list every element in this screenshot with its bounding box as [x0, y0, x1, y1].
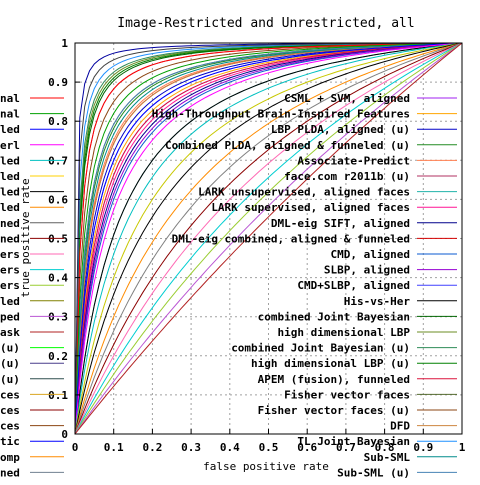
left-legend-label: led: [0, 201, 20, 214]
legend-entry-label: combined Joint Bayesian: [258, 310, 410, 323]
y-tick-label: 0.2: [48, 350, 68, 363]
legend-entry-label: TL Joint Bayesian: [297, 435, 410, 448]
left-legend-label: erl: [0, 139, 20, 152]
left-legend-label: led: [0, 295, 20, 308]
y-tick-label: 0.1: [48, 389, 68, 402]
x-axis-label: false positive rate: [203, 460, 329, 473]
left-legend-label: ped: [0, 310, 20, 323]
y-tick-label: 0.9: [48, 76, 68, 89]
y-tick-label: 0.6: [48, 193, 68, 206]
legend-entry-label: Sub-SML: [364, 451, 411, 464]
legend-entry-label: DFD: [390, 420, 410, 433]
y-tick-label: 0.3: [48, 311, 68, 324]
legend-entry-label: LBP PLDA, aligned (u): [271, 123, 410, 136]
left-legend-fragments: nal nal led erl led led led led ned ned ers ers ers l…: [0, 92, 64, 479]
x-tick-label: 0.5: [259, 441, 279, 454]
legend-entry-label: Associate-Predict: [297, 154, 410, 167]
x-tick-label: 0.9: [413, 441, 433, 454]
left-legend-label: led: [0, 154, 20, 167]
left-legend-label: ned: [0, 217, 20, 230]
x-tick-label: 0.1: [104, 441, 124, 454]
legend-entry-label: face.com r2011b (u): [284, 170, 410, 183]
legend-entry-label: CMD, aligned: [331, 248, 410, 261]
left-legend-label: led: [0, 123, 20, 136]
legend-entry-label: DML-eig SIFT, aligned: [271, 217, 410, 230]
legend-entry-label: Sub-SML (u): [337, 466, 410, 479]
x-tick-label: 0.2: [142, 441, 162, 454]
left-legend-label: (u): [0, 373, 20, 386]
y-tick-label: 0: [61, 428, 68, 441]
y-tick-label: 0.4: [48, 272, 68, 285]
legend-entry-label: DML-eig combined, aligned & funneled: [172, 232, 410, 245]
left-legend-label: nal: [0, 92, 20, 105]
y-tick-label: 0.5: [48, 233, 68, 246]
legend-entry-label: High-Throughput Brain-Inspired Features: [152, 108, 410, 121]
left-legend-label: ask: [0, 326, 20, 339]
left-legend-label: (u): [0, 342, 20, 355]
left-legend-label: (u): [0, 357, 20, 370]
left-legend-label: ces: [0, 388, 20, 401]
legend-entry-label: combined Joint Bayesian (u): [231, 342, 410, 355]
left-legend-label: ers: [0, 264, 20, 277]
legend-entry-label: CMD+SLBP, aligned: [297, 279, 410, 292]
legend-entry-label: Combined PLDA, aligned & funneled (u): [165, 139, 410, 152]
left-legend-label: ers: [0, 279, 20, 292]
y-tick-label: 0.8: [48, 115, 68, 128]
legend-entry-label: LARK supervised, aligned faces: [211, 201, 410, 214]
left-legend-label: ers: [0, 248, 20, 261]
left-legend-label: ned: [0, 466, 20, 479]
left-legend-label: ned: [0, 232, 20, 245]
y-tick-label: 1: [61, 37, 68, 50]
left-legend-label: nal: [0, 108, 20, 121]
x-tick-label: 0: [72, 441, 79, 454]
legend-entry-label: high dimensional LBP (u): [251, 357, 410, 370]
left-legend-label: tic: [0, 435, 20, 448]
left-legend-label: ces: [0, 404, 20, 417]
left-legend-label: led: [0, 186, 20, 199]
legend-entry-label: LARK unsupervised, aligned faces: [198, 186, 410, 199]
chart-title: Image-Restricted and Unrestricted, all: [117, 16, 414, 31]
x-tick-label: 1: [459, 441, 466, 454]
legend: CSML + SVM, aligned High-Throughput Brain…: [152, 92, 457, 479]
legend-entry-label: high dimensional LBP: [278, 326, 411, 339]
x-tick-label: 0.4: [220, 441, 240, 454]
legend-entry-label: SLBP, aligned: [324, 264, 410, 277]
legend-entry-label: Fisher vector faces (u): [258, 404, 410, 417]
legend-entry-label: APEM (fusion), funneled: [258, 373, 410, 386]
legend-entry-label: CSML + SVM, aligned: [284, 92, 410, 105]
legend-entry-label: Fisher vector faces: [284, 388, 410, 401]
legend-entry-label: His-vs-Her: [344, 295, 411, 308]
x-tick-label: 0.3: [181, 441, 201, 454]
left-legend-label: led: [0, 170, 20, 183]
left-legend-label: ces: [0, 420, 20, 433]
left-legend-label: omp: [0, 451, 20, 464]
